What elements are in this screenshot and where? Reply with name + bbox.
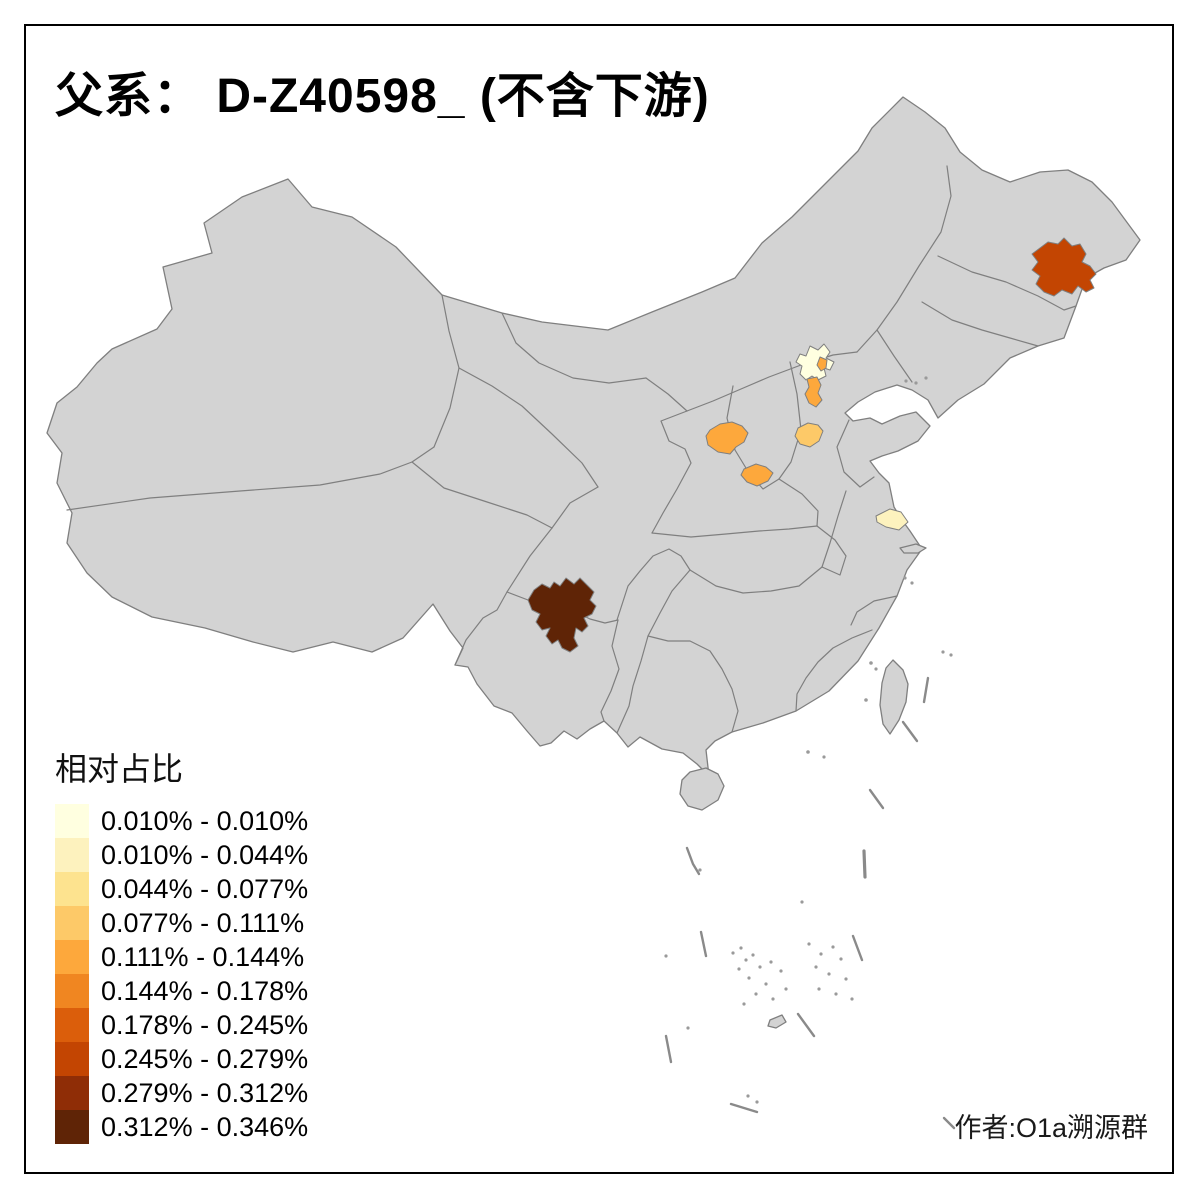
legend-label: 0.010% - 0.010% — [101, 805, 309, 836]
legend-row: 0.010% - 0.010% — [55, 804, 308, 838]
south-sea-islet — [767, 1014, 787, 1029]
hainan-island — [679, 767, 725, 811]
legend-title: 相对占比 — [55, 751, 184, 787]
legend-swatch — [55, 838, 89, 872]
region-northeast-prefecture — [1031, 237, 1097, 297]
legend-swatch — [55, 940, 89, 974]
legend-label: 0.111% - 0.144% — [101, 941, 305, 972]
legend-row: 0.178% - 0.245% — [55, 1008, 308, 1042]
legend-label: 0.044% - 0.077% — [101, 873, 309, 904]
region-langfang — [804, 376, 823, 408]
legend-row: 0.010% - 0.044% — [55, 838, 308, 872]
author-credit: 作者:O1a溯源群 — [954, 1113, 1148, 1143]
legend-row: 0.279% - 0.312% — [55, 1076, 308, 1110]
legend-label: 0.312% - 0.346% — [101, 1111, 309, 1142]
legend-row: 0.111% - 0.144% — [55, 940, 308, 974]
legend-label: 0.279% - 0.312% — [101, 1077, 309, 1108]
legend-swatch — [55, 804, 89, 838]
legend-swatch — [55, 1110, 89, 1144]
china-mainland-shape — [46, 96, 1141, 777]
legend-row: 0.312% - 0.346% — [55, 1110, 308, 1144]
legend-swatch — [55, 974, 89, 1008]
legend-swatch — [55, 1042, 89, 1076]
region-shanxi-west — [705, 421, 749, 455]
legend-label: 0.077% - 0.111% — [101, 907, 305, 938]
legend-label: 0.178% - 0.245% — [101, 1009, 309, 1040]
islands — [664, 376, 953, 1104]
region-jiangsu-coastal — [875, 508, 909, 531]
nine-dash-line — [664, 676, 956, 1130]
region-beijing — [795, 343, 835, 381]
taiwan-island — [879, 659, 909, 735]
province-borders — [66, 165, 1077, 734]
legend-row: 0.144% - 0.178% — [55, 974, 308, 1008]
chongming-island — [899, 543, 927, 554]
legend-row: 0.245% - 0.279% — [55, 1042, 308, 1076]
colored-regions — [527, 237, 1097, 653]
legend-rows: 0.010% - 0.010% 0.010% - 0.044% 0.044% - 0… — [55, 804, 308, 1144]
legend-label: 0.144% - 0.178% — [101, 975, 309, 1006]
legend-label: 0.245% - 0.279% — [101, 1043, 309, 1074]
legend-swatch — [55, 872, 89, 906]
region-shanxi-southeast — [794, 422, 824, 448]
legend-swatch — [55, 1076, 89, 1110]
region-sichuan-southwest — [527, 577, 597, 653]
legend-swatch — [55, 906, 89, 940]
legend-swatch — [55, 1008, 89, 1042]
region-shanxi-southwest — [740, 463, 774, 487]
legend-row: 0.044% - 0.077% — [55, 872, 308, 906]
region-langfang-north-exclave — [816, 356, 828, 372]
legend-row: 0.077% - 0.111% — [55, 906, 308, 940]
page-title: 父系： D-Z40598_ (不含下游) — [55, 70, 710, 123]
legend-label: 0.010% - 0.044% — [101, 839, 309, 870]
legend: 相对占比 0.010% - 0.010% 0.010% - 0.044% 0.044… — [55, 744, 308, 1144]
